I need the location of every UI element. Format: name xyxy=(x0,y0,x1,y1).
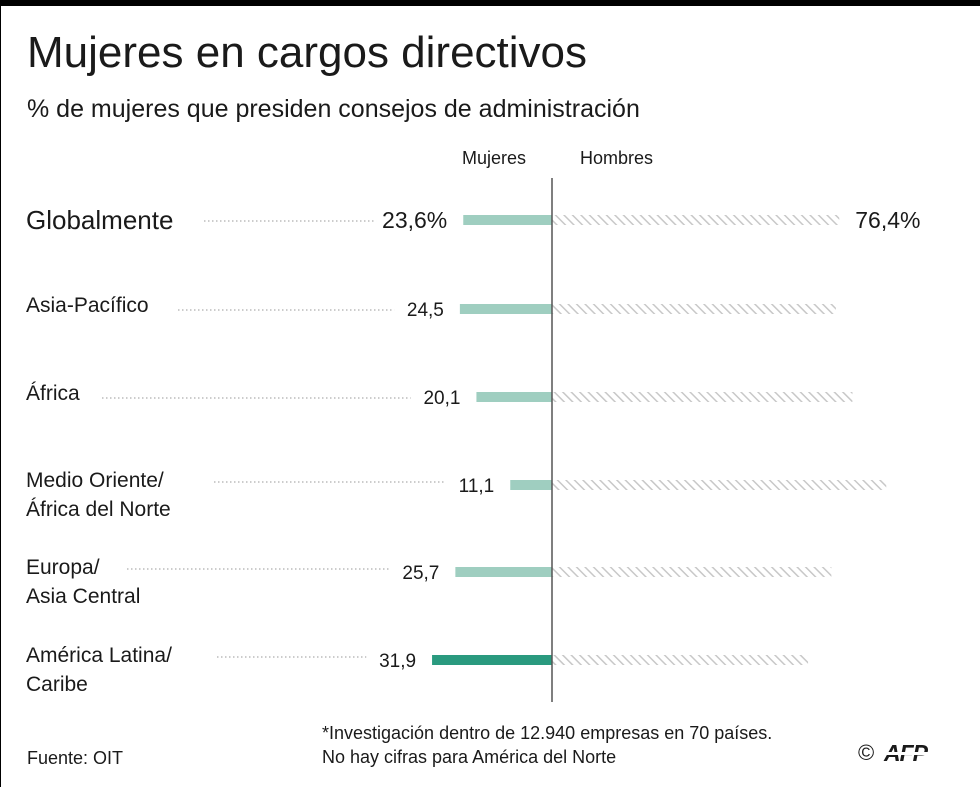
bar-mujeres xyxy=(432,655,552,665)
value-label-mujeres: 20,1 xyxy=(423,388,460,409)
category-label-line: Asia Central xyxy=(26,585,140,608)
chart-title: Mujeres en cargos directivos xyxy=(27,28,588,77)
category-label-line: Europa/ xyxy=(26,556,100,579)
category-label: África xyxy=(26,382,80,405)
bar-mujeres xyxy=(463,215,552,225)
bar-mujeres xyxy=(476,392,552,402)
source-credit: Fuente: OIT xyxy=(27,748,124,768)
category-label: América Latina/Caribe xyxy=(26,644,172,696)
category-label-line: África xyxy=(26,382,80,405)
value-label-mujeres: 31,9 xyxy=(379,651,416,672)
bar-hombres xyxy=(552,655,809,665)
category-label: Europa/Asia Central xyxy=(26,556,140,608)
category-label-line: América Latina/ xyxy=(26,644,172,667)
footnote-line: *Investigación dentro de 12.940 empresas… xyxy=(322,723,773,743)
category-label-line: Caribe xyxy=(26,673,88,696)
leader-lines xyxy=(102,220,445,658)
bar-hombres xyxy=(552,304,836,314)
men-bars xyxy=(552,215,887,665)
category-label-line: Asia-Pacífico xyxy=(26,294,149,317)
bar-hombres xyxy=(552,480,887,490)
value-label-mujeres: 24,5 xyxy=(407,300,444,321)
women-bars xyxy=(432,215,552,665)
value-label-mujeres: 25,7 xyxy=(402,563,439,584)
value-label-hombres: 76,4% xyxy=(855,207,920,233)
copyright-icon: © xyxy=(858,740,875,765)
value-label-mujeres: 11,1 xyxy=(459,476,495,497)
footnote: *Investigación dentro de 12.940 empresas… xyxy=(322,721,772,769)
category-label-line: Globalmente xyxy=(26,205,173,235)
bar-hombres xyxy=(552,215,840,225)
category-labels: Globalmente Asia-Pacífico África Medio Orie… xyxy=(26,205,173,696)
bar-mujeres xyxy=(455,567,552,577)
bar-mujeres xyxy=(459,304,552,314)
legend-hombres: Hombres xyxy=(580,148,653,168)
legend: Mujeres Hombres xyxy=(462,148,653,168)
category-label-line: África del Norte xyxy=(26,498,171,521)
legend-mujeres: Mujeres xyxy=(462,148,526,168)
category-label-line: Medio Oriente/ xyxy=(26,469,164,492)
bar-hombres xyxy=(552,567,832,577)
chart-subtitle: % de mujeres que presiden consejos de ad… xyxy=(27,95,640,123)
value-labels: 23,6% 76,4% 24,5 20,1 11,1 25,7 31,9 xyxy=(379,207,920,672)
category-label: Asia-Pacífico xyxy=(26,294,149,317)
bar-mujeres xyxy=(510,480,552,490)
afp-logo: AFP xyxy=(880,740,933,766)
value-label-mujeres: 23,6% xyxy=(382,207,447,233)
bar-hombres xyxy=(552,392,853,402)
category-label: Globalmente xyxy=(26,205,173,235)
footnote-line: No hay cifras para América del Norte xyxy=(322,747,617,767)
category-label: Medio Oriente/África del Norte xyxy=(26,469,171,521)
